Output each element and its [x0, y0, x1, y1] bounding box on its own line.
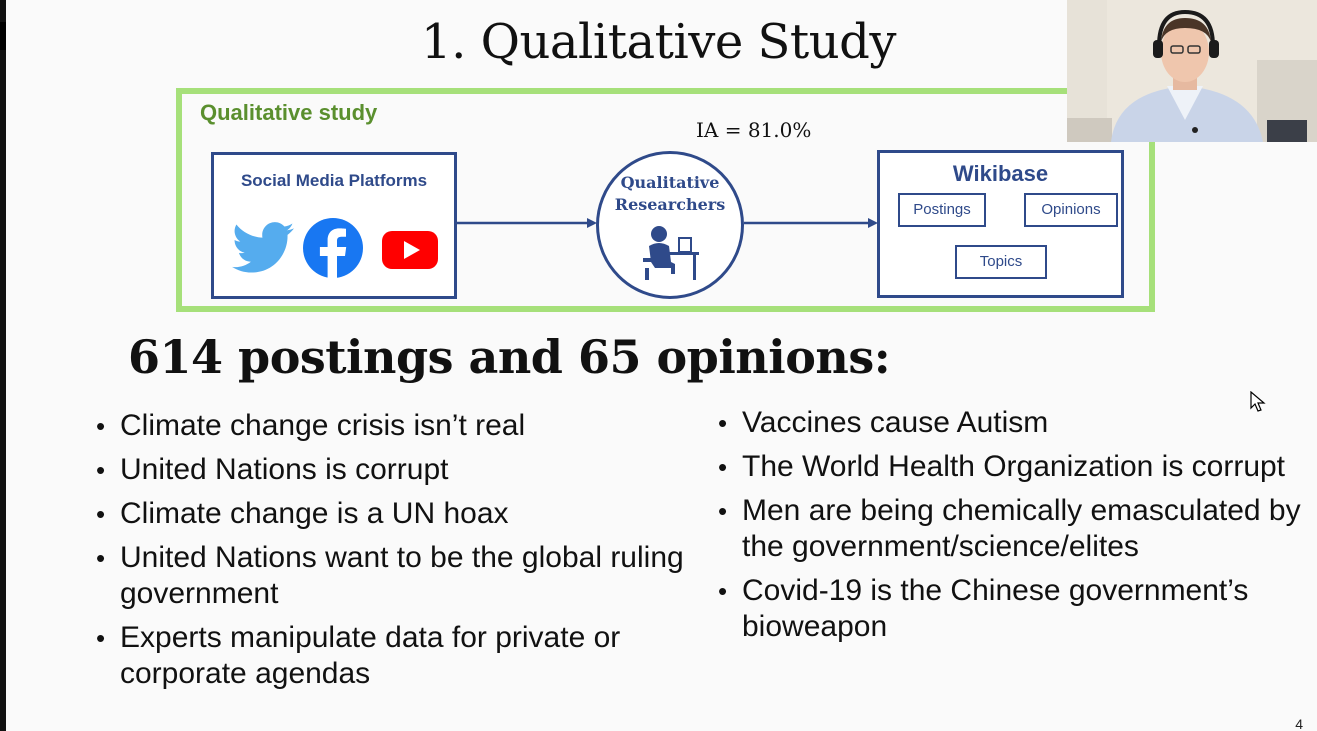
- health-opinions-list: Vaccines cause Autism The World Health O…: [718, 405, 1308, 653]
- wikibase-item-opinions: Opinions: [1024, 193, 1118, 227]
- arrow-to-wikibase-icon: [744, 218, 878, 228]
- window-edge-marker: [0, 22, 6, 50]
- wikibase-title: Wikibase: [952, 161, 1049, 186]
- wikibase-item-postings: Postings: [898, 193, 986, 227]
- researcher-at-desk-icon: [641, 224, 701, 285]
- twitter-icon: [232, 221, 294, 275]
- postings-opinions-heading: 614 postings and 65 opinions:: [128, 330, 891, 384]
- list-item: United Nations want to be the global rul…: [96, 540, 696, 612]
- wikibase-box: Wikibase Postings Opinions Topics: [877, 150, 1124, 298]
- list-item: Climate change is a UN hoax: [96, 496, 696, 532]
- list-item: United Nations is corrupt: [96, 452, 696, 488]
- researchers-label-line1: Qualitative: [620, 173, 720, 192]
- researchers-label: Qualitative Researchers: [599, 172, 741, 216]
- list-item: Men are being chemically emasculated by …: [718, 493, 1308, 565]
- social-media-platforms-box: Social Media Platforms: [211, 152, 457, 299]
- facebook-icon: [302, 217, 364, 279]
- window-left-edge: [0, 0, 6, 731]
- qualitative-researchers-node: Qualitative Researchers: [596, 151, 744, 299]
- youtube-icon: [382, 229, 438, 271]
- researchers-label-line2: Researchers: [614, 195, 726, 214]
- presenter-video-icon: [1067, 0, 1317, 142]
- slide-page-number: 4: [1295, 716, 1303, 731]
- panel-title: Qualitative study: [200, 100, 378, 125]
- arrow-to-researchers-icon: [457, 218, 597, 228]
- webcam-video-feed: [1067, 0, 1317, 142]
- list-item: Climate change crisis isn’t real: [96, 408, 696, 444]
- list-item: The World Health Organization is corrupt: [718, 449, 1308, 485]
- social-media-platforms-title: Social Media Platforms: [240, 171, 428, 190]
- inter-annotator-agreement: IA = 81.0%: [696, 118, 812, 142]
- slide-title: 1. Qualitative Study: [421, 14, 896, 70]
- mouse-cursor-icon: [1250, 391, 1266, 412]
- list-item: Vaccines cause Autism: [718, 405, 1308, 441]
- climate-opinions-list: Climate change crisis isn’t real United …: [96, 408, 696, 700]
- wikibase-item-topics: Topics: [955, 245, 1047, 279]
- list-item: Experts manipulate data for private or c…: [96, 620, 696, 692]
- list-item: Covid-19 is the Chinese government’s bio…: [718, 573, 1308, 645]
